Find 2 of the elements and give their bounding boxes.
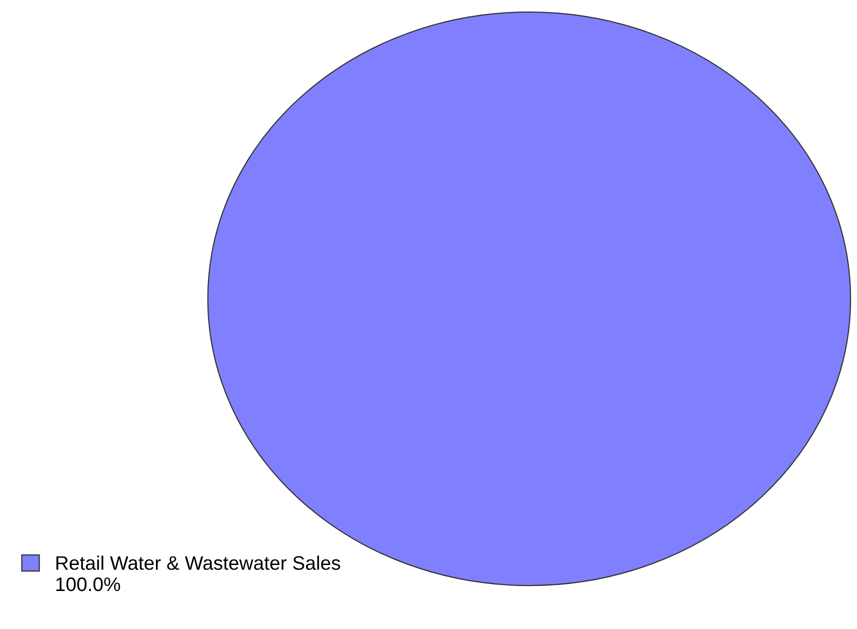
data-label: 100.0%: [56, 577, 120, 592]
legend-label: Retail Water & Wastewater Sales: [56, 556, 340, 570]
